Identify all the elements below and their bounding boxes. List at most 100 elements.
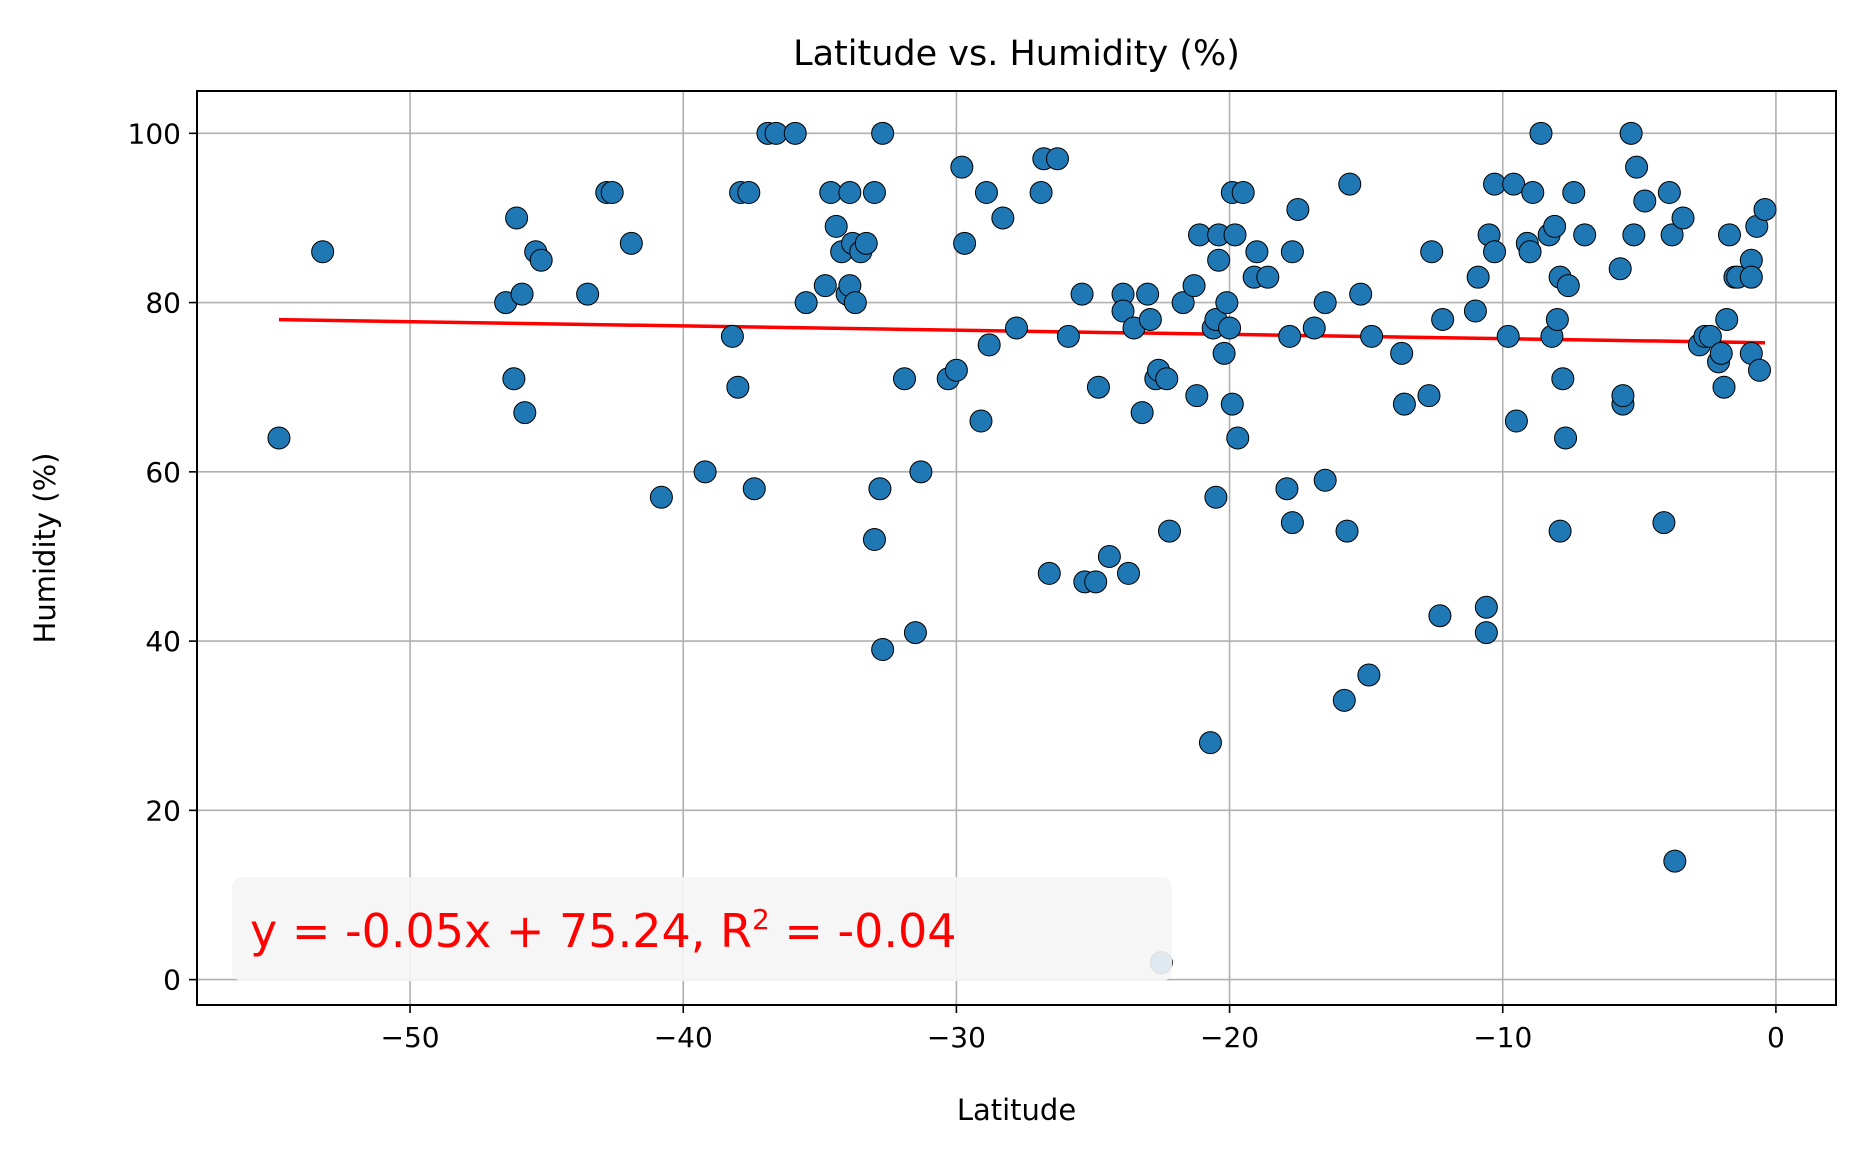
data-point bbox=[1332, 688, 1356, 712]
annotation-text: y = -0.05x + 75.24, R2 = -0.04 bbox=[250, 903, 957, 958]
data-point bbox=[944, 358, 968, 382]
data-point bbox=[1483, 240, 1507, 264]
data-point bbox=[1554, 426, 1578, 450]
data-point bbox=[1543, 214, 1567, 238]
data-point bbox=[1029, 181, 1053, 205]
data-point bbox=[1608, 257, 1632, 281]
data-point bbox=[1748, 358, 1772, 382]
data-point bbox=[1056, 324, 1080, 348]
data-point bbox=[1218, 316, 1242, 340]
x-tick-label: −30 bbox=[927, 1021, 986, 1054]
data-point bbox=[1070, 282, 1094, 306]
data-point bbox=[600, 181, 624, 205]
data-point bbox=[1349, 282, 1373, 306]
data-point bbox=[649, 485, 673, 509]
data-point bbox=[868, 477, 892, 501]
data-point bbox=[1097, 544, 1121, 568]
x-tick-label: −10 bbox=[1473, 1021, 1532, 1054]
data-point bbox=[1086, 375, 1110, 399]
data-point bbox=[1231, 181, 1255, 205]
data-point bbox=[1215, 291, 1239, 315]
data-point bbox=[1111, 299, 1135, 323]
data-point bbox=[1715, 308, 1739, 331]
data-point bbox=[1657, 181, 1681, 205]
data-point bbox=[783, 121, 807, 145]
data-point bbox=[576, 282, 600, 306]
data-point bbox=[974, 181, 998, 205]
data-point bbox=[1204, 485, 1228, 509]
annotation-superscript: 2 bbox=[752, 903, 770, 936]
y-tick-label: 100 bbox=[128, 117, 181, 150]
y-tick-label: 80 bbox=[145, 287, 181, 320]
data-point bbox=[1390, 341, 1414, 365]
data-point bbox=[267, 426, 291, 450]
data-point bbox=[871, 638, 895, 662]
x-tick-label: −20 bbox=[1200, 1021, 1259, 1054]
data-point bbox=[720, 324, 744, 348]
data-point bbox=[1226, 426, 1250, 450]
data-point bbox=[1562, 181, 1586, 205]
data-point bbox=[1712, 375, 1736, 399]
regression-annotation: y = -0.05x + 75.24, R2 = -0.04 bbox=[232, 877, 1172, 981]
data-point bbox=[1045, 147, 1069, 171]
data-point bbox=[969, 409, 993, 433]
data-point bbox=[502, 367, 526, 391]
data-point bbox=[991, 206, 1015, 230]
data-point bbox=[903, 621, 927, 645]
data-point bbox=[824, 214, 848, 238]
data-point bbox=[1417, 384, 1441, 408]
data-point bbox=[1245, 240, 1269, 264]
data-point bbox=[1313, 291, 1337, 315]
data-point bbox=[505, 206, 529, 230]
data-point bbox=[1496, 324, 1520, 348]
data-point bbox=[1220, 392, 1244, 416]
data-point bbox=[1545, 308, 1569, 331]
data-point bbox=[1709, 341, 1733, 365]
y-tick-label: 20 bbox=[145, 794, 181, 827]
y-tick-label: 60 bbox=[145, 456, 181, 489]
data-point bbox=[854, 231, 878, 255]
data-point bbox=[1138, 308, 1162, 331]
data-point bbox=[1652, 511, 1676, 535]
data-point bbox=[1633, 189, 1657, 213]
x-tick-label: −40 bbox=[654, 1021, 713, 1054]
data-point bbox=[1753, 197, 1777, 221]
plot-frame bbox=[196, 90, 1837, 1006]
data-point bbox=[1625, 155, 1649, 179]
y-tick-label: 0 bbox=[163, 964, 181, 997]
data-point bbox=[1529, 121, 1553, 145]
data-point bbox=[893, 367, 917, 391]
data-point bbox=[1256, 265, 1280, 289]
data-point bbox=[1360, 324, 1384, 348]
y-axis-label: Humidity (%) bbox=[28, 453, 62, 644]
data-point bbox=[1431, 308, 1455, 331]
data-point bbox=[726, 375, 750, 399]
data-point bbox=[1548, 519, 1572, 543]
data-point bbox=[1313, 468, 1337, 492]
data-point bbox=[1275, 477, 1299, 501]
data-point bbox=[1280, 240, 1304, 264]
data-point bbox=[1551, 367, 1575, 391]
data-point bbox=[1556, 274, 1580, 298]
annotation-box bbox=[232, 877, 1172, 981]
data-point bbox=[977, 333, 1001, 357]
data-point bbox=[862, 181, 886, 205]
data-point bbox=[862, 528, 886, 552]
data-point bbox=[1338, 172, 1362, 196]
data-point bbox=[1223, 223, 1247, 247]
data-point bbox=[1136, 282, 1160, 306]
chart-title: Latitude vs. Humidity (%) bbox=[793, 34, 1240, 74]
data-point bbox=[529, 248, 553, 272]
x-tick-label: 0 bbox=[1767, 1021, 1785, 1054]
data-point bbox=[1474, 621, 1498, 645]
data-point bbox=[1474, 595, 1498, 619]
data-point bbox=[1005, 316, 1028, 340]
data-point bbox=[1198, 731, 1222, 755]
data-point bbox=[1286, 197, 1310, 221]
data-point bbox=[1392, 392, 1416, 416]
data-point bbox=[510, 282, 534, 306]
data-point bbox=[1335, 519, 1359, 543]
data-point bbox=[1185, 384, 1209, 408]
y-tick-label: 40 bbox=[145, 625, 181, 658]
